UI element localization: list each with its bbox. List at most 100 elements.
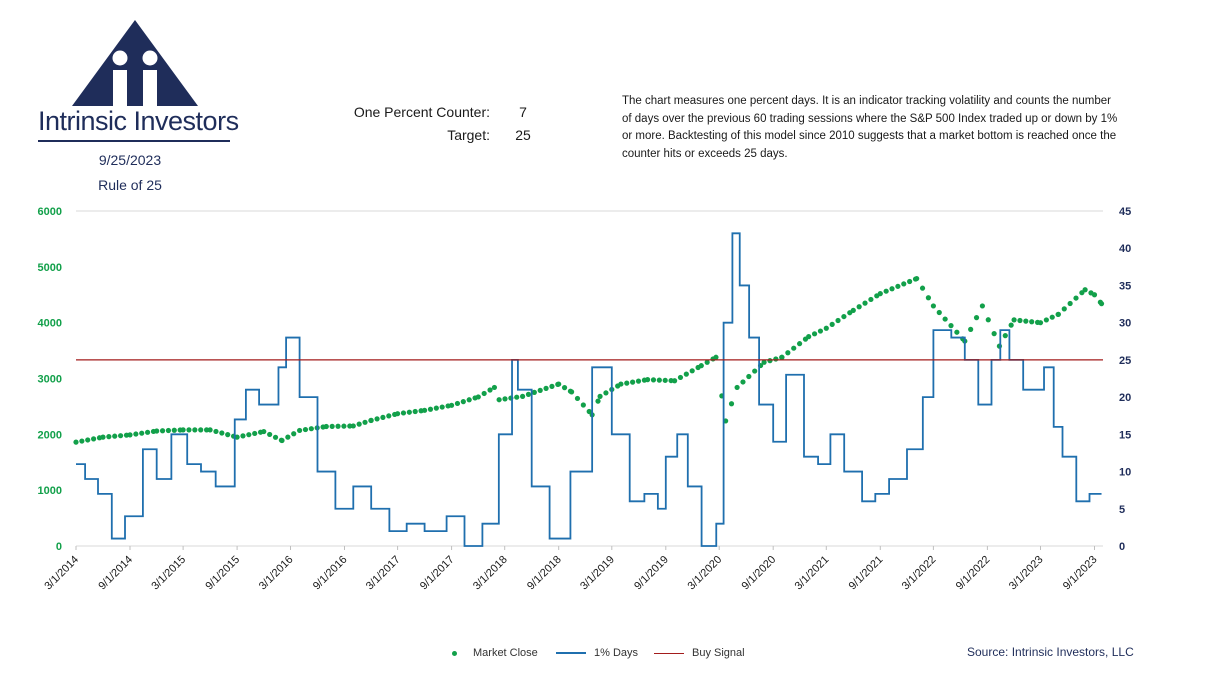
x-tick-label: 9/1/2020 <box>740 554 779 593</box>
market-close-point <box>595 398 601 404</box>
market-close-point <box>127 432 133 438</box>
market-close-point <box>779 354 785 360</box>
market-close-point <box>400 410 407 416</box>
market-close-point <box>877 291 883 297</box>
market-close-point <box>219 430 225 436</box>
market-close-point <box>624 380 630 386</box>
market-close-point <box>862 300 868 306</box>
x-tick-label: 3/1/2017 <box>364 554 403 593</box>
y-right-tick-label: 15 <box>1119 429 1131 441</box>
market-close-point <box>630 379 636 385</box>
legend-market-close: Market Close <box>452 647 538 659</box>
market-close-point <box>901 281 907 287</box>
market-close-point <box>491 384 498 391</box>
market-close-point <box>785 350 791 356</box>
market-close-point <box>713 354 719 360</box>
market-close-point <box>806 334 812 340</box>
market-close-point <box>597 393 603 399</box>
market-close-point <box>329 423 335 429</box>
market-close-point <box>1037 320 1044 326</box>
x-tick-label: 9/1/2017 <box>418 554 457 593</box>
y-right-tick-label: 20 <box>1119 392 1131 404</box>
market-close-point <box>796 341 803 347</box>
market-close-point <box>406 409 412 415</box>
market-close-point <box>154 428 160 434</box>
market-close-point <box>841 313 847 320</box>
market-close-point <box>618 381 624 387</box>
market-close-point <box>100 434 106 440</box>
market-close-swatch <box>452 650 457 656</box>
market-close-point <box>543 385 549 391</box>
market-close-point <box>427 406 434 412</box>
x-tick-label: 3/1/2018 <box>471 554 510 593</box>
market-close-point <box>198 427 204 433</box>
market-close-point <box>936 309 942 316</box>
market-close-point <box>954 329 960 335</box>
x-tick-label: 3/1/2015 <box>149 554 188 593</box>
market-close-point <box>267 431 273 438</box>
market-close-point <box>811 331 818 337</box>
market-close-point <box>671 378 678 384</box>
market-close-point <box>868 296 874 303</box>
legend-buy-signal-label: Buy Signal <box>692 647 745 659</box>
market-close-point <box>561 385 568 391</box>
market-close-point <box>1043 317 1049 323</box>
x-tick-label: 3/1/2020 <box>686 554 725 593</box>
legend-one-percent-days-label: 1% Days <box>594 647 639 659</box>
x-tick-label: 3/1/2019 <box>578 554 617 593</box>
market-close-point <box>704 359 710 365</box>
market-close-point <box>356 421 362 427</box>
market-close-point <box>350 423 356 429</box>
market-close-point <box>79 438 85 444</box>
market-close-point <box>272 434 279 440</box>
market-close-point <box>285 434 291 440</box>
market-close-point <box>556 381 562 387</box>
y-right-tick-label: 40 <box>1119 243 1131 255</box>
market-close-point <box>968 326 974 332</box>
market-close-point <box>1055 311 1061 317</box>
market-close-point <box>192 427 198 433</box>
market-close-point <box>368 417 374 423</box>
y-right-tick-label: 25 <box>1119 355 1131 367</box>
market-close-point <box>930 303 936 309</box>
market-close-point <box>1061 306 1067 312</box>
market-close-point <box>112 433 118 439</box>
one-percent-days-swatch <box>556 652 586 654</box>
market-close-point <box>296 427 303 434</box>
legend-buy-signal: Buy Signal <box>654 647 745 659</box>
market-close-point <box>1082 287 1088 293</box>
market-close-point <box>907 278 913 285</box>
market-close-point <box>635 378 642 384</box>
y-right-tick-label: 10 <box>1119 467 1131 479</box>
market-close-point <box>412 408 418 415</box>
market-close-point <box>308 426 314 432</box>
market-close-point <box>914 275 920 282</box>
market-close-point <box>133 431 139 437</box>
market-close-point <box>502 396 508 402</box>
y-right-tick-label: 45 <box>1119 206 1131 218</box>
market-close-point <box>531 389 537 395</box>
market-close-point <box>487 387 493 393</box>
market-close-point <box>481 390 487 397</box>
market-close-point <box>180 427 186 433</box>
market-close-point <box>883 288 889 294</box>
market-close-point <box>677 374 684 381</box>
market-close-point <box>213 428 219 435</box>
target-label: Target: <box>447 127 490 143</box>
market-close-point <box>165 427 172 434</box>
market-close-point <box>746 373 752 380</box>
market-close-point <box>817 328 824 334</box>
market-close-point <box>991 331 997 337</box>
y-right-tick-label: 35 <box>1119 280 1131 292</box>
market-close-point <box>291 431 297 437</box>
counter-label: One Percent Counter: <box>353 104 490 120</box>
market-close-point <box>144 429 151 435</box>
market-close-point <box>386 413 392 419</box>
market-close-point <box>475 394 481 400</box>
market-close-point <box>728 401 735 407</box>
y-right-tick-label: 30 <box>1119 318 1131 330</box>
x-tick-label: 3/1/2014 <box>42 554 81 593</box>
y-right-tick-label: 5 <box>1119 504 1125 516</box>
market-close-point <box>574 395 581 402</box>
x-tick-label: 9/1/2015 <box>203 554 242 593</box>
